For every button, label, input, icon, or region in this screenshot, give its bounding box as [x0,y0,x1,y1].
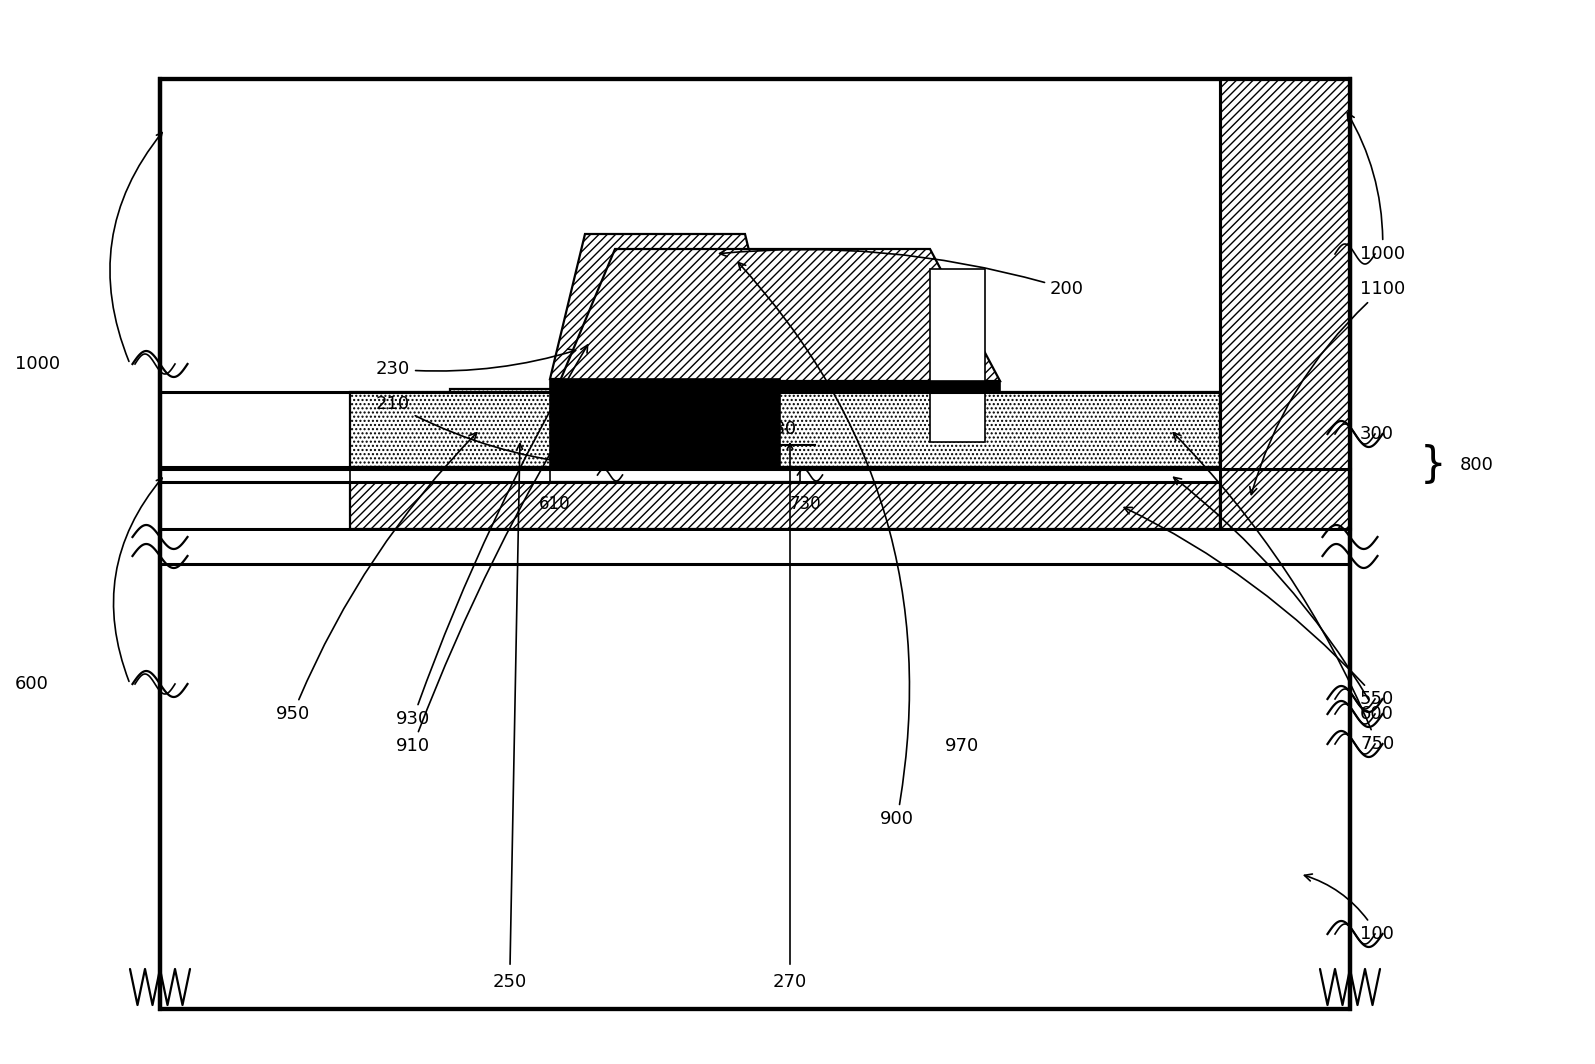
Text: 730: 730 [790,495,821,513]
Text: 210: 210 [376,395,576,466]
Text: 930: 930 [396,345,587,728]
Text: 230: 230 [376,349,576,378]
Text: 910: 910 [396,390,587,755]
Bar [550,379,780,469]
Text: 300: 300 [1361,425,1394,443]
Bar [1220,79,1349,529]
Bar [160,79,1349,1009]
Polygon shape [550,234,780,379]
Text: 900: 900 [738,263,914,828]
Bar [450,389,620,439]
Text: 1000: 1000 [14,355,61,373]
Bar [349,392,1220,467]
Text: 950: 950 [276,433,477,724]
Bar [801,467,1220,482]
Text: 600: 600 [14,675,49,693]
Bar [710,389,880,439]
Text: 610: 610 [539,495,571,513]
Text: 100: 100 [1305,874,1394,943]
Text: 600: 600 [1174,478,1394,724]
Text: 750: 750 [1174,433,1394,753]
Text: 200: 200 [719,249,1085,298]
Text: 550: 550 [1124,508,1394,708]
Text: 270: 270 [774,972,807,991]
Bar [164,531,1345,562]
Text: }: } [1420,444,1447,485]
Bar [560,381,1000,392]
Text: 250: 250 [493,972,526,991]
Text: 980: 980 [762,420,798,438]
Text: 970: 970 [944,737,979,755]
Text: 1000: 1000 [1348,113,1405,263]
Bar [349,482,1220,529]
Text: 1100: 1100 [1250,280,1405,495]
Bar [160,79,1349,1009]
Polygon shape [560,249,1000,381]
Text: 280: 280 [648,405,683,423]
Text: 800: 800 [1459,455,1495,473]
Bar [930,269,986,442]
Bar [349,467,550,482]
